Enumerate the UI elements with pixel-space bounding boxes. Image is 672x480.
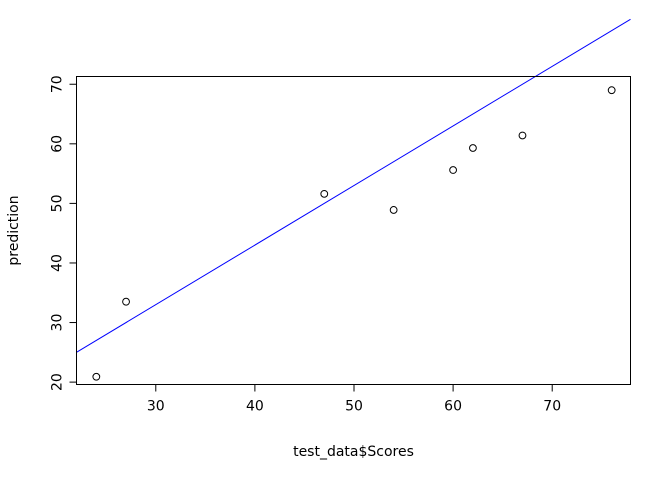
data-point <box>122 297 130 306</box>
y-axis-label: prediction <box>6 195 22 265</box>
y-tick-label: 40 <box>50 254 66 272</box>
data-point <box>449 166 458 174</box>
data-point <box>518 131 527 140</box>
y-tick-label: 60 <box>50 135 66 153</box>
data-point <box>389 206 398 214</box>
data-point <box>607 86 616 95</box>
data-point <box>469 144 477 152</box>
plot-frame <box>76 76 631 385</box>
y-tick-label: 50 <box>50 194 66 212</box>
y-tick-label: 30 <box>50 314 66 332</box>
axis-ticks: 30 40 50 60 70 20 30 40 50 60 70 <box>50 75 562 414</box>
x-tick-label: 40 <box>246 399 264 415</box>
x-tick-label: 60 <box>444 399 462 415</box>
x-tick-label: 50 <box>345 399 363 415</box>
x-tick-label: 30 <box>147 399 165 415</box>
reference-line <box>76 18 631 353</box>
data-point <box>92 372 101 381</box>
y-tick-label: 20 <box>50 373 66 391</box>
data-point <box>320 189 329 198</box>
series-layer <box>76 18 631 381</box>
x-axis-label: test_data$Scores <box>293 444 414 460</box>
y-tick-label: 70 <box>50 75 66 93</box>
x-tick-label: 70 <box>543 399 561 415</box>
